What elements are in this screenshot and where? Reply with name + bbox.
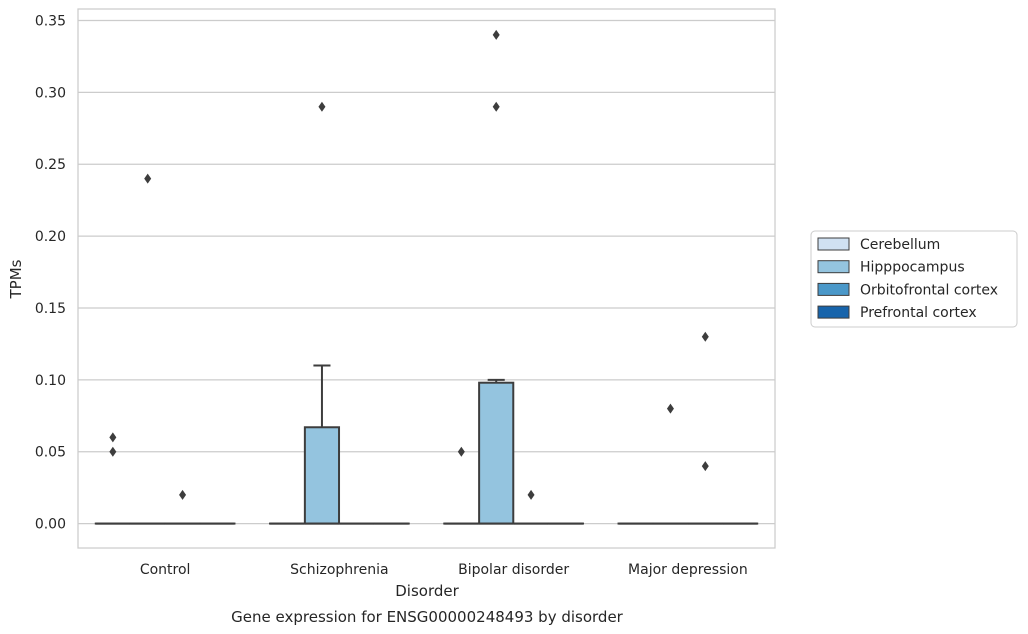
x-tick-labels: Control Schizophrenia Bipolar disorder Majo… — [140, 562, 748, 578]
x-tick-label: Schizophrenia — [290, 562, 388, 578]
plot-frame — [77, 8, 776, 549]
legend-swatch — [817, 305, 850, 319]
outlier-point — [318, 101, 326, 112]
legend-swatch — [817, 260, 850, 274]
box-1-1 — [303, 364, 341, 525]
x-tick-label: Control — [140, 562, 191, 578]
box-body — [478, 381, 515, 525]
x-tick-label: Bipolar disorder — [458, 562, 569, 578]
outlier-point — [527, 489, 535, 500]
legend-label: Prefrontal cortex — [860, 305, 977, 321]
outlier-point — [701, 331, 709, 342]
legend-label: Orbitofrontal cortex — [860, 282, 998, 298]
y-tick-label: 0.00 — [35, 517, 66, 533]
outlier-point — [492, 29, 500, 40]
y-tick-label: 0.15 — [35, 301, 66, 317]
x-axis-label: Disorder — [395, 582, 459, 600]
box-1-2 — [478, 378, 515, 525]
x-tick-label: Major depression — [628, 562, 748, 578]
outlier-point — [701, 461, 709, 472]
outlier-point — [457, 446, 465, 457]
legend-swatch — [817, 237, 850, 251]
outlier-point — [144, 173, 152, 184]
legend-label: Cerebellum — [860, 237, 940, 253]
y-tick-label: 0.10 — [35, 373, 66, 389]
y-tick-label: 0.20 — [35, 229, 66, 245]
y-tick-label: 0.05 — [35, 445, 66, 461]
outlier-point — [109, 432, 117, 443]
y-axis-label: TPMs — [7, 259, 25, 299]
y-tick-labels: 0.00 0.05 0.10 0.15 0.20 0.25 0.30 0.35 — [35, 13, 66, 532]
y-tick-label: 0.25 — [35, 157, 66, 173]
box-body — [303, 426, 341, 525]
legend-label: Hipppocampus — [860, 260, 965, 276]
legend-frame — [810, 230, 1018, 328]
legend-swatch — [817, 282, 850, 296]
legend[interactable]: Cerebellum Hipppocampus Orbitofrontal cort… — [810, 230, 1018, 328]
y-tick-label: 0.35 — [35, 13, 66, 29]
outlier-point — [179, 489, 187, 500]
chart-title: Gene expression for ENSG00000248493 by d… — [231, 608, 624, 626]
y-tick-label: 0.30 — [35, 85, 66, 101]
outlier-point — [492, 101, 500, 112]
outliers — [109, 29, 709, 500]
outlier-point — [109, 446, 117, 457]
outlier-point — [666, 403, 674, 414]
boxes — [94, 364, 759, 525]
